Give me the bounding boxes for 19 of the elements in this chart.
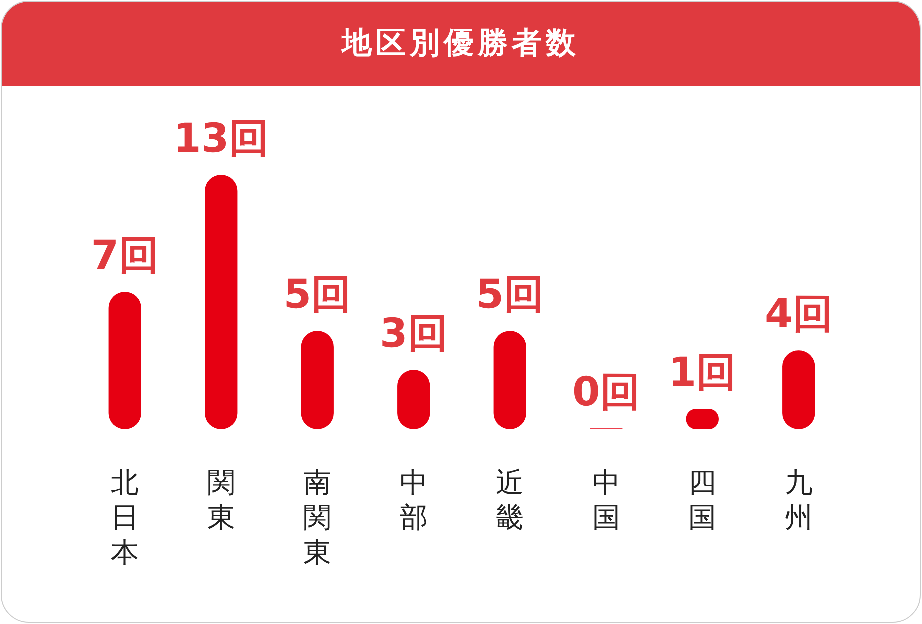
chart-title: 地区別優勝者数 bbox=[2, 2, 920, 86]
data-label: 4回 bbox=[764, 291, 833, 338]
data-label: 0回 bbox=[572, 369, 640, 416]
x-tick-label: 近畿 bbox=[496, 466, 524, 534]
x-tick-label: 南関東 bbox=[304, 466, 332, 569]
x-tick-label: 四国 bbox=[688, 466, 717, 534]
bar bbox=[108, 292, 142, 429]
x-tick-label: 九州 bbox=[784, 466, 813, 534]
x-tick-label: 関東 bbox=[207, 466, 236, 534]
data-label: 7回 bbox=[91, 232, 160, 279]
bar bbox=[205, 175, 238, 429]
data-label: 1回 bbox=[668, 350, 737, 396]
data-label: 3回 bbox=[380, 310, 448, 357]
data-label: 13回 bbox=[174, 116, 270, 162]
x-tick-label: 北日本 bbox=[111, 466, 140, 569]
data-label: 5回 bbox=[476, 272, 544, 318]
x-tick-label: 中部 bbox=[400, 466, 428, 534]
x-tick-label: 中国 bbox=[592, 466, 620, 534]
data-label: 5回 bbox=[284, 272, 352, 318]
